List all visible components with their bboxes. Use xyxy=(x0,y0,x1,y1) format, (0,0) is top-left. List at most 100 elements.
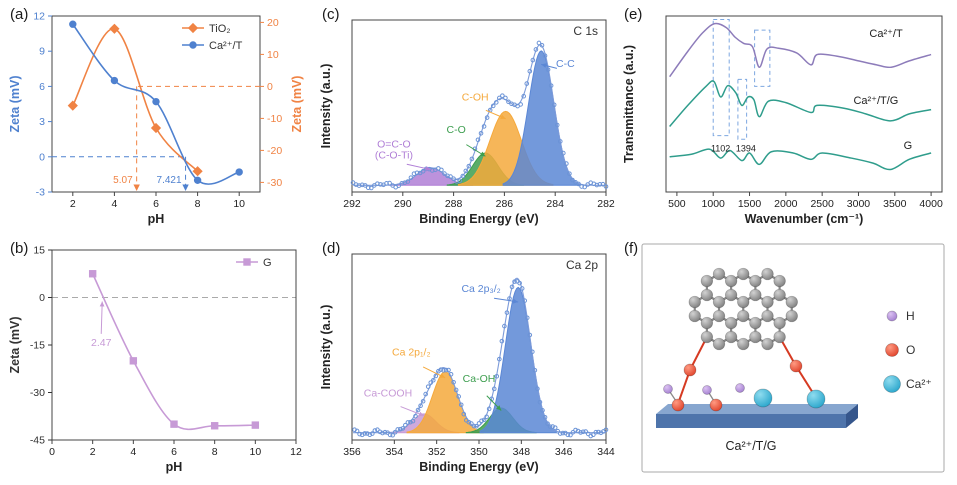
carbon-atom xyxy=(773,330,786,344)
svg-text:Ca²⁺/T: Ca²⁺/T xyxy=(209,40,243,52)
chart-b-canvas: 0 2 4 6 8 10 12 pH -45 -30 -15 0 15 Zeta (mV) 2.47 G xyxy=(6,238,312,482)
svg-text:4000: 4000 xyxy=(919,198,943,210)
svg-text:286: 286 xyxy=(496,198,514,210)
hydrogen-atom xyxy=(702,385,712,395)
carbon-atom xyxy=(700,274,714,288)
svg-text:5.07: 5.07 xyxy=(113,175,133,186)
carbon-atom xyxy=(712,337,726,351)
svg-text:9: 9 xyxy=(39,46,45,58)
svg-text:Transmittance (a.u.): Transmittance (a.u.) xyxy=(622,45,636,163)
chart-c: 292 290 288 286 284 282 Binding Energy (eV) Int… xyxy=(319,19,615,226)
ftir-curve xyxy=(669,22,932,78)
svg-text:7.421: 7.421 xyxy=(157,175,182,186)
svg-text:1500: 1500 xyxy=(738,198,762,210)
svg-text:3000: 3000 xyxy=(847,198,871,210)
svg-text:3500: 3500 xyxy=(883,198,907,210)
svg-text:1394: 1394 xyxy=(736,144,756,154)
svg-text:G: G xyxy=(904,140,913,152)
svg-text:0: 0 xyxy=(39,151,45,163)
carbon-atom xyxy=(761,295,774,309)
panel-a: (a) 2 4 6 8 10 pH -3 0 3 6 9 12 Zeta (mV) -30 -20 -10 0 1… xyxy=(6,4,312,234)
carbon-atom xyxy=(724,330,738,344)
svg-text:Ca-OH: Ca-OH xyxy=(463,373,496,385)
svg-text:354: 354 xyxy=(386,446,404,458)
carbon-atom xyxy=(785,309,798,323)
svg-text:TiO₂: TiO₂ xyxy=(209,23,231,35)
svg-text:0: 0 xyxy=(49,446,55,458)
oxygen-atom xyxy=(789,359,803,373)
ftir-curve xyxy=(669,80,932,128)
svg-text:Ca-COOH: Ca-COOH xyxy=(364,387,412,399)
svg-text:pH: pH xyxy=(148,212,165,226)
svg-text:-15: -15 xyxy=(30,340,45,352)
series-line xyxy=(72,28,199,172)
chart-a-canvas: 2 4 6 8 10 pH -3 0 3 6 9 12 Zeta (mV) -30 -20 -10 0 10 20 Z… xyxy=(6,4,312,234)
chart-e: 500 1000 1500 2000 2500 3000 3500 4000 Wavenumbe… xyxy=(622,15,943,226)
legend-swatch xyxy=(883,375,901,393)
svg-text:H: H xyxy=(906,309,915,323)
svg-text:2: 2 xyxy=(70,198,76,210)
panel-label-a: (a) xyxy=(10,6,29,23)
svg-text:(C-O-Ti): (C-O-Ti) xyxy=(375,150,413,162)
svg-text:1000: 1000 xyxy=(702,198,726,210)
carbon-atom xyxy=(761,337,774,351)
svg-text:10: 10 xyxy=(267,49,279,61)
svg-text:2.47: 2.47 xyxy=(91,337,112,349)
svg-text:Ca 2p₁/₂: Ca 2p₁/₂ xyxy=(392,347,431,359)
svg-text:O=C-O: O=C-O xyxy=(377,139,411,151)
carbon-atom xyxy=(773,274,786,288)
carbon-atom xyxy=(712,295,726,309)
svg-text:Zeta (mV): Zeta (mV) xyxy=(8,317,22,374)
svg-text:-10: -10 xyxy=(267,113,282,125)
svg-text:Ca 2p₃/₂: Ca 2p₃/₂ xyxy=(461,283,500,295)
svg-text:Binding Energy (eV): Binding Energy (eV) xyxy=(419,460,538,474)
svg-text:Wavenumber (cm⁻¹): Wavenumber (cm⁻¹) xyxy=(745,212,864,226)
calcium-ion xyxy=(806,389,826,409)
calcium-ion xyxy=(753,388,773,408)
panel-label-b: (b) xyxy=(10,240,29,257)
svg-text:C-C: C-C xyxy=(556,58,575,70)
svg-text:15: 15 xyxy=(33,245,45,257)
panel-label-c: (c) xyxy=(322,6,340,23)
chart-c-canvas: 292 290 288 286 284 282 Binding Energy (eV) Int… xyxy=(318,4,616,234)
svg-text:O: O xyxy=(906,343,915,357)
svg-text:292: 292 xyxy=(343,198,361,210)
carbon-atom xyxy=(737,267,750,281)
svg-text:8: 8 xyxy=(212,446,218,458)
carbon-atom xyxy=(724,274,738,288)
svg-text:10: 10 xyxy=(233,198,245,210)
chart-f: Ca²⁺/T/G H O Ca²⁺ xyxy=(641,243,945,473)
carbon-atom xyxy=(785,295,798,309)
svg-text:Zeta (mV): Zeta (mV) xyxy=(290,76,304,133)
oxygen-atom xyxy=(683,363,697,377)
chart-d: 356 354 352 350 348 346 344 Binding Energy (eV)… xyxy=(319,253,615,474)
svg-text:0: 0 xyxy=(267,81,273,93)
hydrogen-atom xyxy=(735,383,745,393)
svg-text:4: 4 xyxy=(130,446,136,458)
carbon-atom xyxy=(749,288,762,302)
svg-text:0: 0 xyxy=(39,292,45,304)
svg-text:C 1s: C 1s xyxy=(573,24,598,38)
svg-text:500: 500 xyxy=(668,198,686,210)
svg-text:6: 6 xyxy=(153,198,159,210)
svg-text:Intensity (a.u.): Intensity (a.u.) xyxy=(319,305,333,390)
carbon-atom xyxy=(773,288,786,302)
legend-swatch xyxy=(885,343,899,357)
chart-d-canvas: 356 354 352 350 348 346 344 Binding Energy (eV)… xyxy=(318,238,616,482)
svg-text:2500: 2500 xyxy=(810,198,834,210)
svg-text:352: 352 xyxy=(428,446,446,458)
svg-text:2000: 2000 xyxy=(774,198,798,210)
svg-text:Ca 2p: Ca 2p xyxy=(566,258,598,272)
carbon-atom xyxy=(749,274,762,288)
svg-text:282: 282 xyxy=(597,198,615,210)
oxygen-atom xyxy=(671,398,685,412)
panel-c: (c) 292 290 288 286 284 282 Binding Energy (eV… xyxy=(318,4,616,234)
chart-f-canvas: Ca²⁺/T/G H O Ca²⁺ xyxy=(620,238,952,482)
carbon-atom xyxy=(773,316,786,330)
svg-text:-45: -45 xyxy=(30,435,45,447)
svg-text:3: 3 xyxy=(39,116,45,128)
svg-text:-30: -30 xyxy=(30,387,45,399)
svg-text:pH: pH xyxy=(166,460,183,474)
